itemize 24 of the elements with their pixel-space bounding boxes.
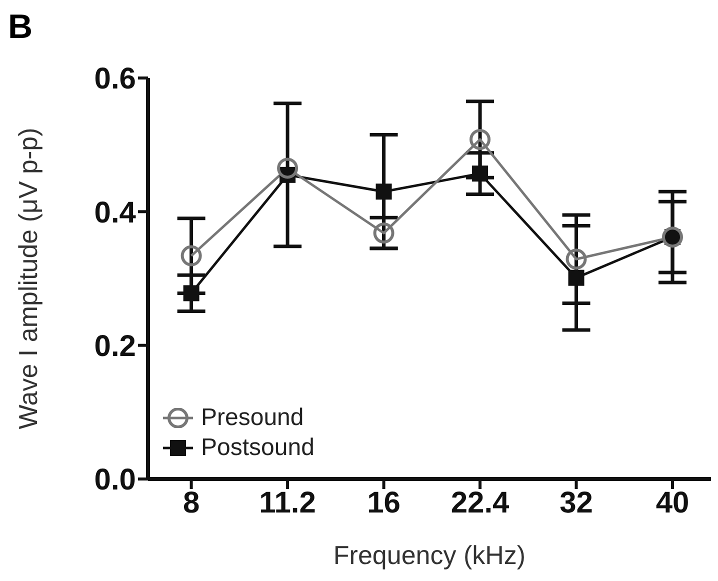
point [277, 158, 298, 179]
y-axis-title: Wave I amplitude (μV p-p) [13, 128, 44, 430]
point [472, 166, 488, 182]
x-tick-label: 40 [656, 486, 690, 520]
point [180, 245, 202, 266]
x-tick-label: 32 [560, 486, 593, 520]
legend-label: Presound [201, 404, 304, 432]
x-tick-label: 16 [367, 486, 400, 520]
chart-title: B [8, 8, 33, 47]
legend-label: Postsound [201, 434, 314, 462]
point [373, 222, 394, 244]
x-tick-label: 22.4 [450, 486, 510, 520]
y-tick-label: 0.4 [94, 196, 136, 230]
x-tick-label: 8 [182, 486, 200, 520]
y-tick-label: 0.2 [94, 330, 136, 363]
point [376, 184, 392, 200]
point [568, 270, 584, 286]
point [470, 128, 491, 150]
point [566, 248, 587, 270]
point [183, 285, 200, 302]
x-axis-title: Frequency (kHz) [333, 540, 526, 570]
y-tick-label: 0.6 [94, 62, 136, 96]
y-tick-label: 0.0 [94, 464, 136, 497]
x-tick-label: 11.2 [259, 486, 316, 520]
